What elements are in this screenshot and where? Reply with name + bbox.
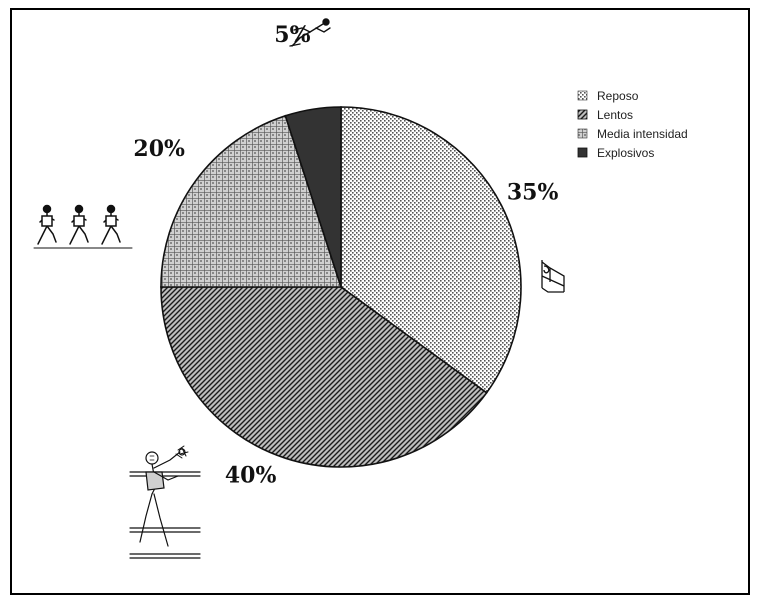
legend: Reposo Lentos Media intensidad Explosivo…	[577, 89, 688, 160]
runners-icon	[33, 204, 133, 249]
legend-swatch-reposo	[577, 90, 588, 101]
legend-label-lentos: Lentos	[597, 108, 633, 122]
walking-figure-icon	[129, 445, 201, 559]
legend-item-lentos: Lentos	[577, 108, 633, 122]
legend-label-reposo: Reposo	[597, 89, 639, 103]
legend-label-explosivos: Explosivos	[597, 146, 654, 160]
legend-swatch-lentos	[577, 109, 588, 120]
pct-label-media-intensidad: 20%	[133, 136, 185, 162]
legend-swatch-explosivos	[577, 147, 588, 158]
slice-lentos	[160, 286, 488, 468]
legend-label-media: Media intensidad	[597, 127, 688, 141]
legend-swatch-media	[577, 128, 588, 139]
pct-label-lentos: 40%	[225, 463, 277, 489]
sprinter-icon	[289, 18, 331, 47]
pct-label-reposo: 35%	[507, 180, 559, 206]
legend-item-explosivos: Explosivos	[577, 146, 654, 160]
slice-reposo	[340, 106, 522, 394]
slice-explosivos	[284, 106, 342, 288]
legend-item-media: Media intensidad	[577, 127, 688, 141]
legend-item-reposo: Reposo	[577, 89, 639, 103]
bed-icon	[541, 260, 565, 293]
slice-media-intensidad	[160, 114, 343, 288]
